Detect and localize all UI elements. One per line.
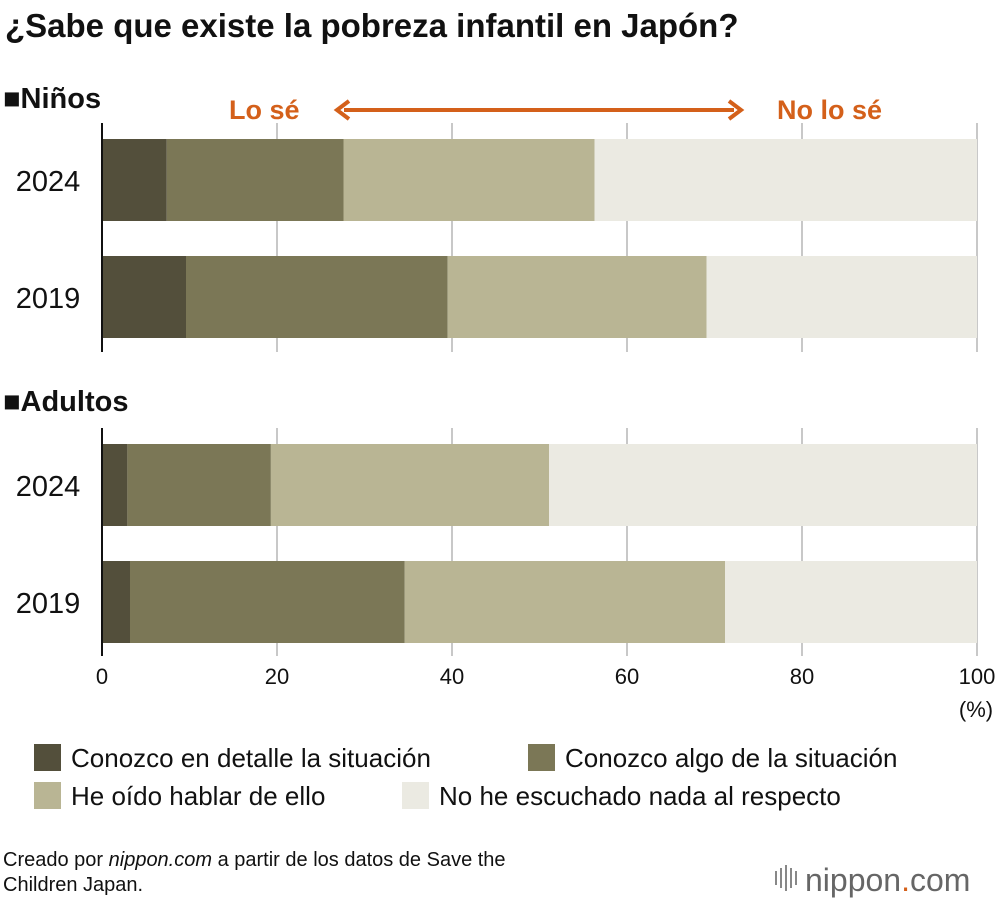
source-site: nippon.com <box>109 849 212 871</box>
bar-1-2024-s3 <box>549 444 977 526</box>
x-unit-label: (%) <box>959 697 993 722</box>
row-label-0-0: 2024 <box>16 166 81 198</box>
x-tick-label-4: 80 <box>790 664 814 689</box>
bar-1-2024-s1 <box>127 444 271 526</box>
logo-tld: com <box>910 862 970 898</box>
bar-1-2024-s2 <box>270 444 550 526</box>
logo-dot: . <box>901 862 910 898</box>
bar-0-2019-s2 <box>447 256 707 338</box>
bar-0-2024-s1 <box>166 139 344 221</box>
bar-0-2024-s3 <box>594 139 977 221</box>
arrow-left-label: Lo sé <box>229 95 300 125</box>
source-rest: a partir de los datos de Save the <box>212 849 506 871</box>
labels-layer: ■Niños 2024 2019 ■Adultos 2024 2019 <box>3 83 128 620</box>
source-prefix: Creado por <box>3 849 109 871</box>
legend-label-0: Conozco en detalle la situación <box>71 743 431 773</box>
source-note-line2: Children Japan. <box>3 874 143 896</box>
x-tick-label-1: 20 <box>265 664 289 689</box>
bar-0-2024-s0 <box>102 139 167 221</box>
bar-0-2019-s0 <box>102 256 186 338</box>
knowledge-arrow: Lo sé No lo sé <box>229 95 882 125</box>
x-tick-label-2: 40 <box>440 664 464 689</box>
logo-text: nippon.com <box>805 862 970 898</box>
logo-bars-icon <box>775 865 797 891</box>
x-tick-label-5: 100 <box>959 664 996 689</box>
legend-swatch-1 <box>528 744 555 771</box>
bars-layer <box>102 139 977 643</box>
legend-swatch-3 <box>402 782 429 809</box>
bar-1-2019-s2 <box>404 561 725 643</box>
row-label-1-0: 2024 <box>16 471 81 503</box>
legend-swatch-2 <box>34 782 61 809</box>
bar-0-2024-s2 <box>343 139 595 221</box>
bar-1-2019-s1 <box>130 561 405 643</box>
x-axis: 0 20 40 60 80 100 (%) <box>96 123 995 722</box>
legend-label-2: He oído hablar de ello <box>71 781 325 811</box>
chart-title: ¿Sabe que existe la pobreza infantil en … <box>5 7 739 44</box>
legend-swatch-0 <box>34 744 61 771</box>
arrow-right-head <box>727 99 745 121</box>
row-label-0-1: 2019 <box>16 283 81 315</box>
arrow-right-label: No lo sé <box>777 95 882 125</box>
x-tick-label-0: 0 <box>96 664 108 689</box>
arrow-left-head <box>333 99 351 121</box>
legend-label-3: No he escuchado nada al respecto <box>439 781 841 811</box>
group-label-1: ■Adultos <box>3 386 128 418</box>
logo-main: nippon <box>805 862 901 898</box>
row-label-1-1: 2019 <box>16 588 81 620</box>
bar-1-2019-s3 <box>725 561 977 643</box>
bar-1-2024-s0 <box>102 444 128 526</box>
legend: Conozco en detalle la situación Conozco a… <box>34 743 897 811</box>
bar-1-2019-s0 <box>102 561 130 643</box>
nippon-logo: nippon.com <box>775 862 970 898</box>
source-note-line1: Creado por nippon.com a partir de los da… <box>3 849 506 871</box>
bar-0-2019-s1 <box>186 256 448 338</box>
legend-label-1: Conozco algo de la situación <box>565 743 897 773</box>
bar-0-2019-s3 <box>706 256 977 338</box>
group-label-0: ■Niños <box>3 83 101 115</box>
x-tick-label-3: 60 <box>615 664 639 689</box>
